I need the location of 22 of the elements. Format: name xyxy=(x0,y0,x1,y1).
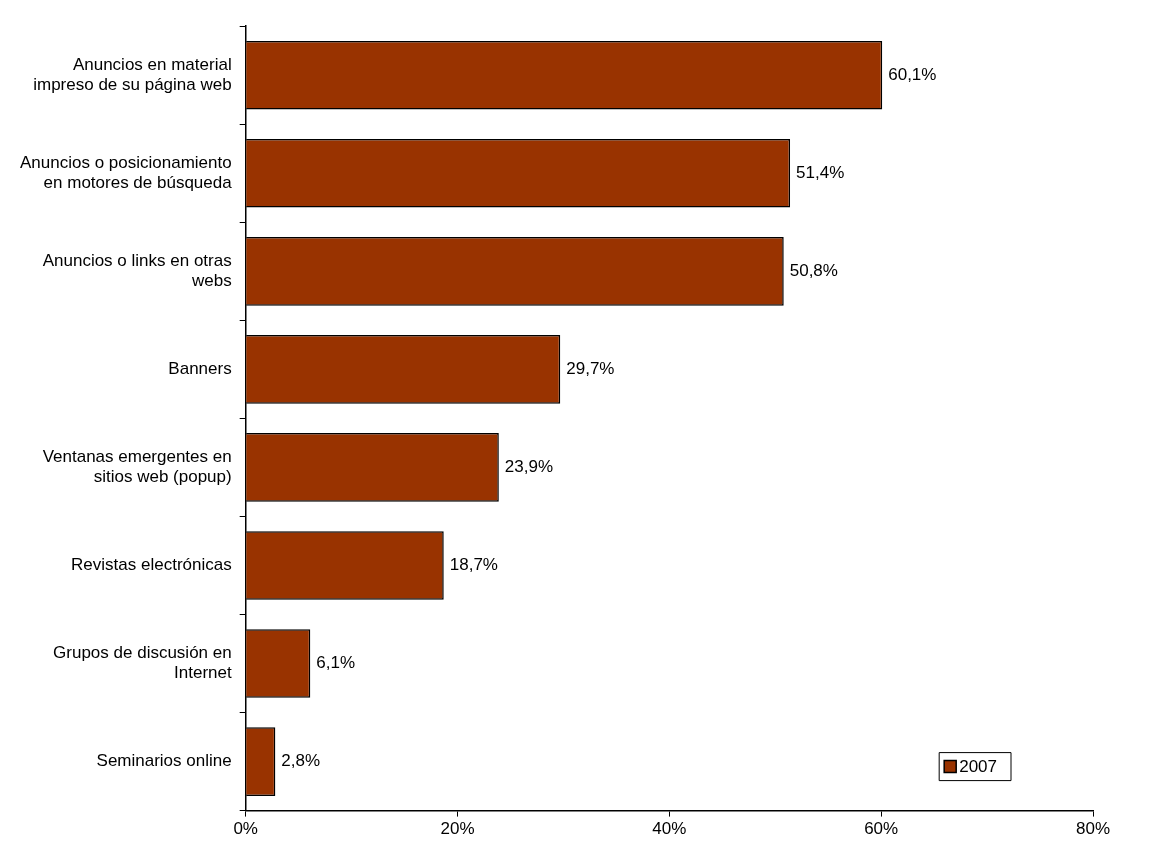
y-tick-label: Banners xyxy=(168,359,232,379)
y-tick-label: Seminarios online xyxy=(96,751,232,771)
data-label: 60,1% xyxy=(888,64,937,84)
x-tick-label: 60% xyxy=(864,819,899,839)
y-tick-label: Grupos de discusión en Internet xyxy=(53,643,232,683)
data-label: 51,4% xyxy=(796,162,845,182)
y-tick-label: Anuncios o links en otras webs xyxy=(42,250,232,291)
legend-label: 2007 xyxy=(959,757,998,777)
x-tick-label: 80% xyxy=(1075,819,1111,839)
x-tick-label: 40% xyxy=(652,819,687,839)
data-label: 23,9% xyxy=(504,457,554,477)
data-label: 6,1% xyxy=(316,653,356,673)
y-tick-label: Revistas electrónicas xyxy=(71,555,232,575)
data-label: 2,8% xyxy=(281,751,321,771)
y-tick-label: Anuncios o posicionamiento en motores de búsqueda xyxy=(20,152,233,193)
data-label: 18,7% xyxy=(449,555,498,575)
data-label: 29,7% xyxy=(566,359,615,379)
x-tick-label: 20% xyxy=(440,819,475,839)
data-label: 50,8% xyxy=(789,261,838,281)
y-tick-label: Ventanas emergentes en sitios web (popup) xyxy=(42,446,232,487)
x-tick-label: 0% xyxy=(233,819,258,839)
y-tick-label: Anuncios en material impreso de su página web xyxy=(33,54,232,95)
